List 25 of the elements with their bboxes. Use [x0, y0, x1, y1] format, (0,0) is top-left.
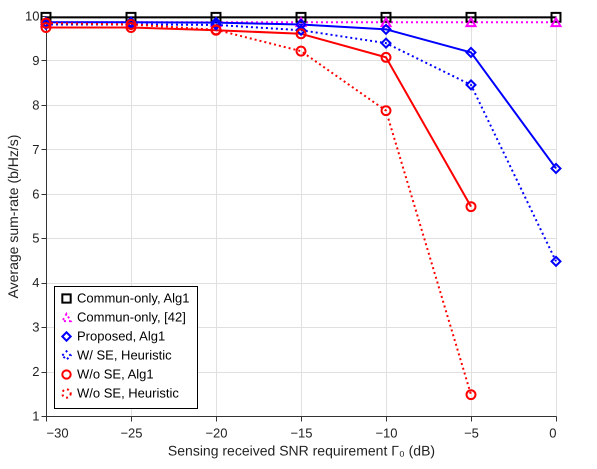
y-tick-label: 10: [25, 8, 40, 24]
x-axis-title: Sensing received SNR requirement Γ₀ (dB): [168, 442, 436, 458]
legend-label: W/ SE, Heuristic: [77, 348, 172, 362]
legend-label: Commun-only, [42]: [77, 310, 186, 324]
y-tick-label: 4: [32, 275, 40, 290]
y-tick-label: 2: [32, 364, 40, 380]
legend-label: W/o SE, Heuristic: [77, 386, 180, 400]
legend-label: Commun-only, Alg1: [77, 290, 190, 306]
x-tick-label: −15: [290, 426, 313, 440]
x-tick-label: −20: [205, 426, 228, 440]
x-tick-label: −5: [464, 426, 479, 440]
x-tick-label: −30: [46, 426, 69, 440]
legend-label: Proposed, Alg1: [77, 328, 166, 344]
y-axis-title: Average sum-rate (b/Hz/s): [5, 134, 22, 298]
y-tick-label: 8: [32, 97, 40, 112]
legend-label: W/o SE, Alg1: [77, 366, 154, 382]
y-tick-label: 9: [32, 52, 40, 68]
y-tick-label: 6: [32, 186, 40, 202]
y-tick-label: 7: [32, 142, 40, 157]
x-tick-label: −25: [120, 426, 143, 440]
x-tick-label: −10: [375, 426, 398, 440]
y-tick-label: 1: [32, 408, 40, 424]
x-tick-label: 0: [549, 426, 556, 440]
y-tick-label: 5: [32, 230, 40, 246]
y-tick-label: 3: [32, 320, 40, 335]
